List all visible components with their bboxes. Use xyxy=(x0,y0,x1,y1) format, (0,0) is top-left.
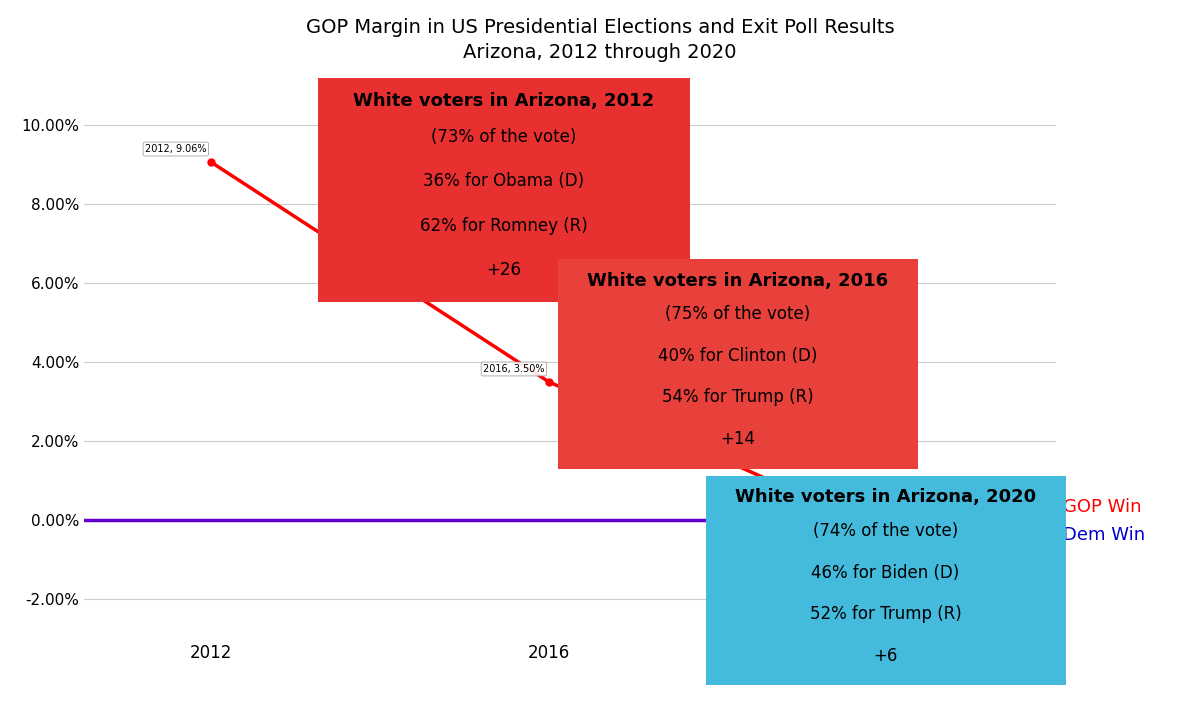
Text: 62% for Romney (R): 62% for Romney (R) xyxy=(420,217,588,235)
Text: 2012, 9.06%: 2012, 9.06% xyxy=(145,144,206,154)
Text: (73% of the vote): (73% of the vote) xyxy=(431,129,577,146)
Text: 46% for Biden (D): 46% for Biden (D) xyxy=(811,564,960,581)
Text: (74% of the vote): (74% of the vote) xyxy=(812,522,959,540)
Text: Dem Win: Dem Win xyxy=(1063,526,1145,544)
Text: 54% for Trump (R): 54% for Trump (R) xyxy=(662,388,814,406)
Text: +6: +6 xyxy=(874,647,898,665)
Text: 2016, 3.50%: 2016, 3.50% xyxy=(484,364,545,374)
Text: 36% for Obama (D): 36% for Obama (D) xyxy=(424,173,584,190)
Text: White voters in Arizona, 2020: White voters in Arizona, 2020 xyxy=(736,488,1036,506)
Text: +26: +26 xyxy=(486,261,522,279)
Text: GOP Win: GOP Win xyxy=(1063,498,1141,516)
Text: (75% of the vote): (75% of the vote) xyxy=(665,305,811,324)
Point xyxy=(202,156,221,168)
Text: GOP Margin in US Presidential Elections and Exit Poll Results: GOP Margin in US Presidential Elections … xyxy=(306,18,894,37)
Text: White voters in Arizona, 2016: White voters in Arizona, 2016 xyxy=(588,272,888,290)
Text: Arizona, 2012 through 2020: Arizona, 2012 through 2020 xyxy=(463,43,737,62)
Text: 52% for Trump (R): 52% for Trump (R) xyxy=(810,605,961,623)
Text: +14: +14 xyxy=(720,430,756,448)
Text: White voters in Arizona, 2012: White voters in Arizona, 2012 xyxy=(354,92,654,110)
Point xyxy=(877,527,896,538)
Point xyxy=(539,376,558,388)
Text: 40% for Clinton (D): 40% for Clinton (D) xyxy=(659,347,817,365)
Text: 2020, -0.31%: 2020, -0.31% xyxy=(817,515,883,525)
